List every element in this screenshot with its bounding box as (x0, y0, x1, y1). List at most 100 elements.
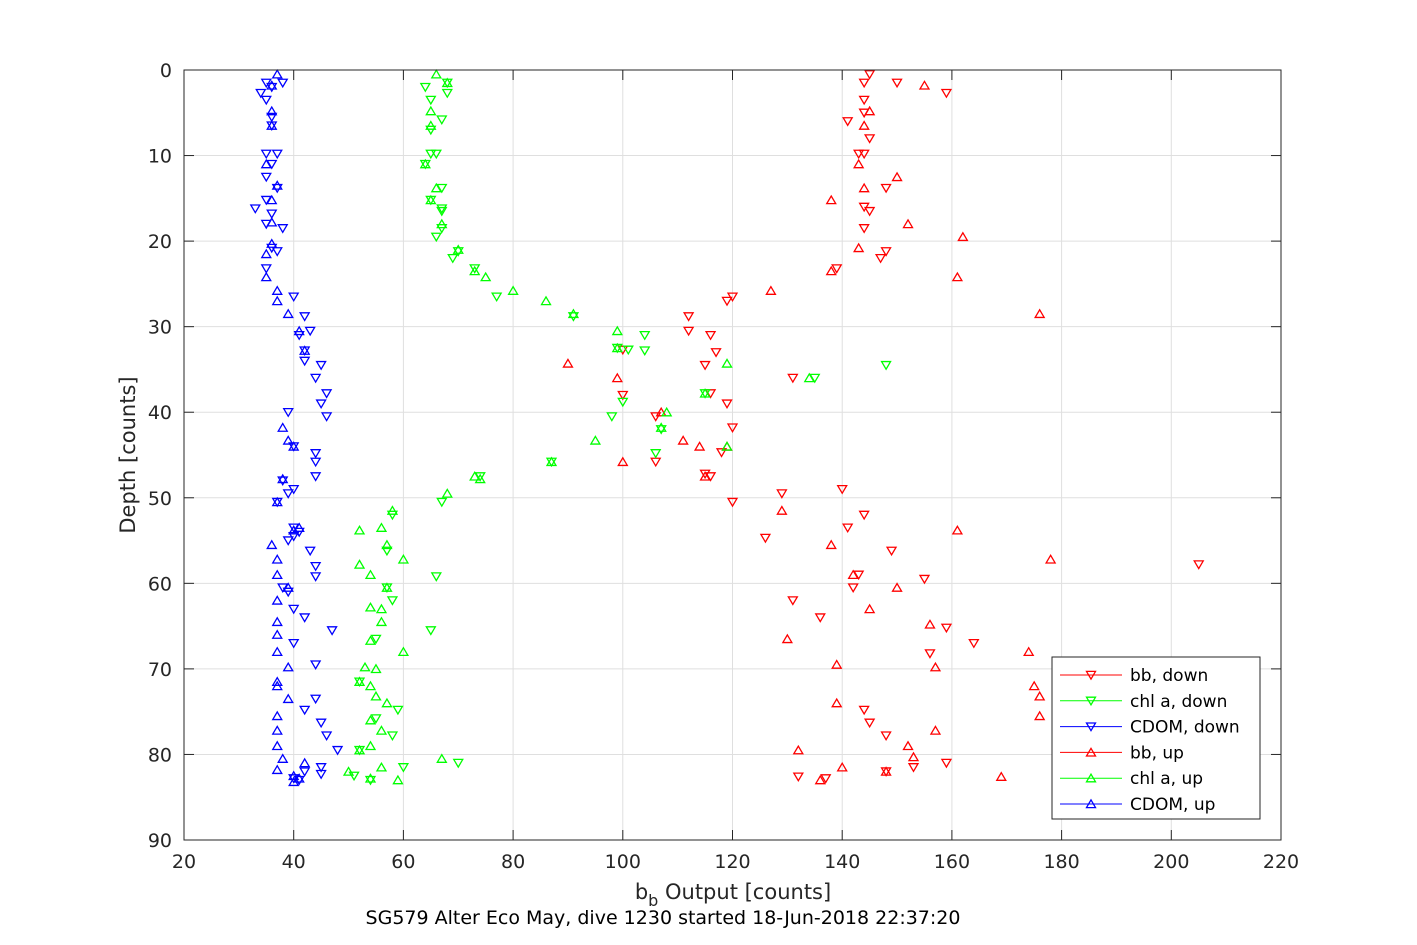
data-point (320, 412, 333, 422)
data-point (726, 497, 739, 508)
data-point (370, 690, 382, 701)
data-point (320, 389, 333, 399)
x-tick-label: 140 (824, 851, 860, 873)
data-point (831, 264, 843, 274)
data-point (375, 522, 388, 532)
data-point (1023, 646, 1035, 657)
data-point (304, 546, 316, 557)
legend-label: CDOM, down (1130, 718, 1240, 738)
data-point (266, 120, 278, 130)
data-point (611, 372, 623, 383)
data-point (639, 346, 651, 356)
data-point (447, 253, 459, 264)
data-point (326, 626, 338, 636)
x-tick-label: 40 (282, 851, 306, 873)
data-point (704, 330, 717, 341)
data-point (650, 449, 662, 459)
data-point (814, 774, 826, 785)
data-point (951, 271, 964, 282)
data-point (310, 472, 322, 482)
data-point (293, 522, 305, 532)
data-point (304, 326, 316, 337)
y-tick-label: 30 (148, 317, 172, 339)
data-point (310, 457, 322, 468)
data-point (452, 758, 464, 769)
x-tick-label: 100 (605, 851, 641, 873)
data-point (776, 505, 788, 515)
legend-box (1051, 656, 1261, 820)
data-point (288, 441, 300, 451)
data-point (425, 125, 437, 136)
data-point (370, 663, 382, 674)
data-point (419, 82, 431, 93)
data-point (425, 194, 437, 205)
data-point (249, 204, 261, 214)
data-point (655, 406, 667, 417)
data-point (271, 629, 283, 639)
data-point (293, 773, 305, 783)
data-point (847, 569, 859, 580)
y-tick-label: 40 (148, 402, 172, 424)
data-point (792, 772, 804, 783)
data-point (359, 661, 371, 672)
data-point (271, 595, 283, 605)
x-tick-label: 180 (1043, 851, 1079, 873)
data-point (682, 312, 695, 322)
data-point (863, 718, 876, 729)
data-point (507, 285, 519, 295)
data-point (288, 776, 300, 787)
series-4 (342, 68, 815, 785)
data-point (891, 171, 903, 182)
data-point (858, 120, 870, 130)
data-point (825, 265, 837, 276)
data-point (1034, 710, 1046, 721)
data-point (299, 757, 311, 768)
data-point (863, 70, 876, 80)
data-point (441, 488, 453, 498)
data-point (271, 646, 283, 657)
data-point (452, 244, 464, 254)
data-point (617, 397, 629, 408)
data-point (891, 78, 903, 89)
data-point (661, 406, 673, 417)
data-point (315, 399, 327, 409)
y-tick-label: 10 (148, 146, 172, 168)
data-point (567, 308, 580, 319)
data-point (880, 766, 892, 776)
data-point (299, 356, 311, 367)
data-point (282, 587, 294, 598)
data-point (315, 763, 327, 773)
data-point (364, 775, 377, 786)
data-point (655, 425, 667, 435)
data-point (792, 744, 804, 755)
data-point (381, 582, 393, 592)
series-2 (249, 78, 344, 786)
data-point (260, 264, 272, 274)
data-point (282, 536, 294, 546)
data-point (288, 604, 300, 615)
data-point (1044, 554, 1057, 564)
data-point (606, 412, 618, 422)
data-point (381, 539, 393, 550)
data-point (820, 774, 832, 784)
data-point (957, 231, 969, 242)
data-point (277, 224, 289, 234)
data-point (853, 242, 865, 253)
data-point (436, 753, 448, 763)
data-point (929, 725, 942, 735)
y-tick-label: 50 (148, 488, 172, 510)
series-3 (562, 80, 1057, 785)
data-point (540, 295, 552, 306)
x-tick-label: 220 (1263, 851, 1299, 873)
data-point (271, 710, 283, 721)
data-point (266, 82, 278, 93)
data-point (715, 448, 728, 458)
data-point (611, 325, 623, 336)
data-point (858, 95, 870, 106)
data-point (364, 714, 377, 725)
data-point (397, 646, 410, 657)
data-point (381, 697, 393, 708)
data-point (474, 473, 486, 484)
data-point (425, 95, 437, 106)
